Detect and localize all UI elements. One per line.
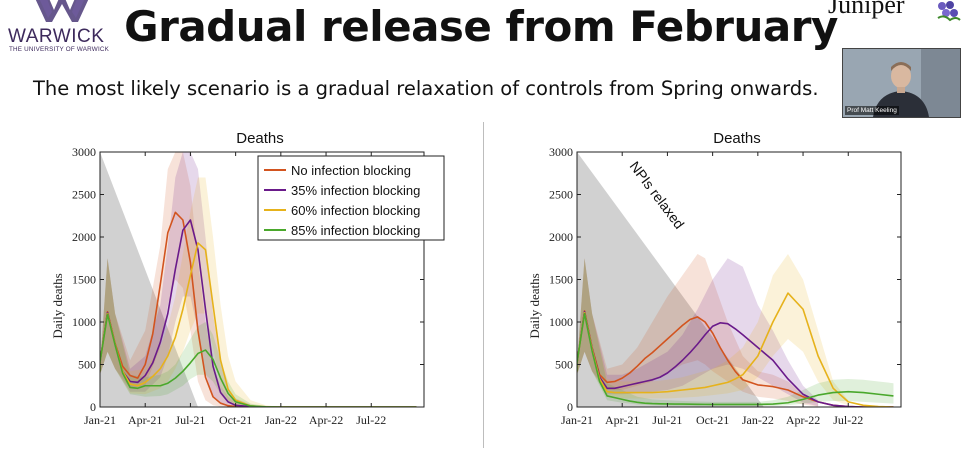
uncertainty-band [100, 152, 281, 407]
series-line [577, 311, 894, 407]
deaths-chart-left: Deaths Daily deaths 0 500 1000 1500 2000 2500… [40, 126, 480, 458]
x-tick-label: Oct-21 [219, 413, 252, 427]
x-tick-label: Oct-21 [696, 413, 729, 427]
legend-entry: No infection blocking [291, 163, 411, 178]
y-tick-label: 2000 [72, 230, 96, 244]
y-tick-label: 500 [78, 358, 96, 372]
logo-subtitle: THE UNIVERSITY OF WARWICK [9, 46, 110, 53]
logo-name: WARWICK [8, 26, 105, 47]
y-tick-label: 2500 [549, 188, 573, 202]
x-tick-label: Apr-22 [786, 413, 820, 427]
series-line [100, 242, 417, 407]
speaker-video: Prof Matt Keeling [842, 48, 961, 118]
uncertainty-band [577, 254, 849, 406]
uncertainty-band [577, 258, 819, 407]
y-tick-label: 0 [90, 400, 96, 414]
legend-entry: 85% infection blocking [291, 223, 420, 238]
series-line [577, 310, 894, 407]
x-tick-label: Jan-21 [84, 413, 116, 427]
chart-title: Deaths [236, 130, 284, 147]
y-axis-label: Daily deaths [527, 273, 542, 338]
x-tick-label: Apr-21 [128, 413, 162, 427]
x-tick-label: Jul-21 [652, 413, 682, 427]
x-tick-label: Jan-22 [265, 413, 297, 427]
speaker-icon [843, 49, 960, 117]
juniper-logo: Juniper [828, 0, 905, 19]
y-axis-label: Daily deaths [50, 273, 65, 338]
legend-box [257, 155, 445, 241]
legend-entry: 60% infection blocking [291, 203, 420, 218]
series-line [100, 211, 417, 407]
uncertainty-band [100, 152, 281, 407]
y-tick-label: 3000 [72, 145, 96, 159]
warwick-logo: WARWICK THE UNIVERSITY OF WARWICK [6, 0, 116, 58]
x-tick-label: Jan-22 [742, 413, 774, 427]
y-tick-label: 1500 [549, 273, 573, 287]
x-tick-label: Jul-21 [175, 413, 205, 427]
y-tick-label: 2000 [549, 230, 573, 244]
npis-relaxed-annotation: NPIs relaxed [627, 158, 688, 232]
y-tick-label: 2500 [72, 188, 96, 202]
x-tick-label: Apr-21 [605, 413, 639, 427]
slide-title: Gradual release from February [124, 2, 838, 51]
y-tick-label: 3000 [549, 145, 573, 159]
slide-subtitle: The most likely scenario is a gradual re… [33, 77, 819, 100]
x-tick-label: Jul-22 [833, 413, 863, 427]
y-tick-label: 500 [555, 358, 573, 372]
y-tick-label: 1000 [72, 315, 96, 329]
deaths-chart-right: Deaths Daily deaths 0 500 1000 1500 2000 2500… [517, 126, 957, 458]
warwick-crest-icon [35, 0, 89, 22]
panel-divider [483, 122, 484, 448]
series-line [100, 219, 417, 407]
series-line [100, 313, 417, 407]
x-tick-label: Jul-22 [356, 413, 386, 427]
series-line [577, 292, 894, 407]
chart-title: Deaths [713, 130, 761, 147]
x-tick-label: Apr-22 [309, 413, 343, 427]
speaker-name: Prof Matt Keeling [845, 106, 899, 115]
y-tick-label: 1000 [549, 315, 573, 329]
chart-right-svg: Deaths Daily deaths 0 500 1000 1500 2000 2500… [527, 130, 902, 427]
y-tick-label: 1500 [72, 273, 96, 287]
juniper-berries-icon [937, 1, 961, 22]
legend-entry: 35% infection blocking [291, 183, 420, 198]
x-tick-label: Jan-21 [561, 413, 593, 427]
y-tick-label: 0 [567, 400, 573, 414]
series-line [577, 312, 894, 406]
uncertainty-band [577, 254, 819, 407]
uncertainty-band [100, 177, 281, 407]
uncertainty-band [100, 258, 281, 407]
chart-left-svg: Deaths Daily deaths 0 500 1000 1500 2000 2500… [50, 130, 445, 427]
